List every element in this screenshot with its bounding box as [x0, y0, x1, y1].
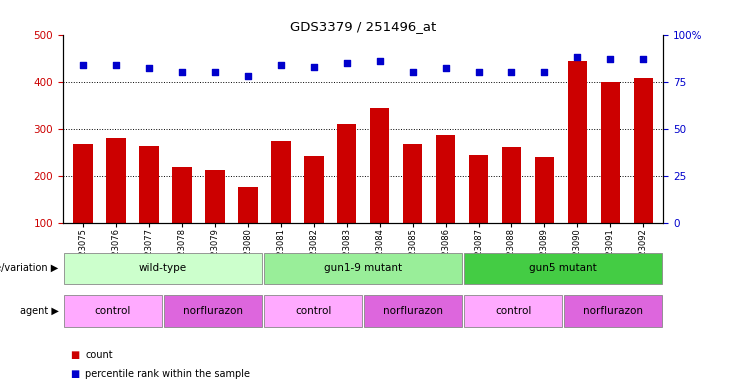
Point — [275, 61, 287, 68]
Point — [143, 65, 155, 71]
Bar — [465, 295, 562, 326]
Bar — [270, 141, 290, 223]
Bar — [165, 295, 262, 326]
Bar — [304, 156, 324, 223]
Bar — [238, 187, 258, 223]
Bar — [336, 124, 356, 223]
Point — [407, 69, 419, 75]
Point — [242, 73, 253, 79]
Text: control: control — [495, 306, 531, 316]
Text: count: count — [85, 350, 113, 360]
Point — [605, 56, 617, 62]
Point — [308, 63, 319, 70]
Text: control: control — [95, 306, 131, 316]
Bar — [565, 295, 662, 326]
Bar — [139, 146, 159, 223]
Text: norflurazon: norflurazon — [583, 306, 643, 316]
Bar — [568, 61, 588, 223]
Bar — [634, 78, 654, 223]
Text: ■: ■ — [70, 350, 79, 360]
Bar — [73, 144, 93, 223]
Point — [77, 61, 89, 68]
Bar — [172, 167, 192, 223]
Bar — [502, 147, 522, 223]
Text: gun5 mutant: gun5 mutant — [529, 263, 597, 273]
Bar — [402, 144, 422, 223]
Text: ■: ■ — [70, 369, 79, 379]
Point — [373, 58, 385, 64]
Text: norflurazon: norflurazon — [183, 306, 243, 316]
Bar — [534, 157, 554, 223]
Bar — [205, 170, 225, 223]
Bar — [436, 135, 456, 223]
Point — [176, 69, 187, 75]
Point — [209, 69, 221, 75]
Title: GDS3379 / 251496_at: GDS3379 / 251496_at — [290, 20, 436, 33]
Bar — [265, 295, 362, 326]
Point — [439, 65, 451, 71]
Point — [637, 56, 649, 62]
Point — [571, 54, 583, 60]
Bar — [365, 295, 462, 326]
Bar — [64, 295, 162, 326]
Text: gun1-9 mutant: gun1-9 mutant — [324, 263, 402, 273]
Point — [110, 61, 122, 68]
Point — [341, 60, 353, 66]
Point — [505, 69, 517, 75]
Text: norflurazon: norflurazon — [383, 306, 443, 316]
Bar — [370, 108, 390, 223]
Point — [539, 69, 551, 75]
Text: percentile rank within the sample: percentile rank within the sample — [85, 369, 250, 379]
Text: wild-type: wild-type — [139, 263, 187, 273]
Bar — [600, 82, 620, 223]
Bar — [64, 253, 262, 284]
Bar — [468, 154, 488, 223]
Point — [473, 69, 485, 75]
Bar — [106, 138, 126, 223]
Bar — [265, 253, 462, 284]
Text: genotype/variation ▶: genotype/variation ▶ — [0, 263, 59, 273]
Text: control: control — [295, 306, 331, 316]
Text: agent ▶: agent ▶ — [20, 306, 59, 316]
Bar — [465, 253, 662, 284]
